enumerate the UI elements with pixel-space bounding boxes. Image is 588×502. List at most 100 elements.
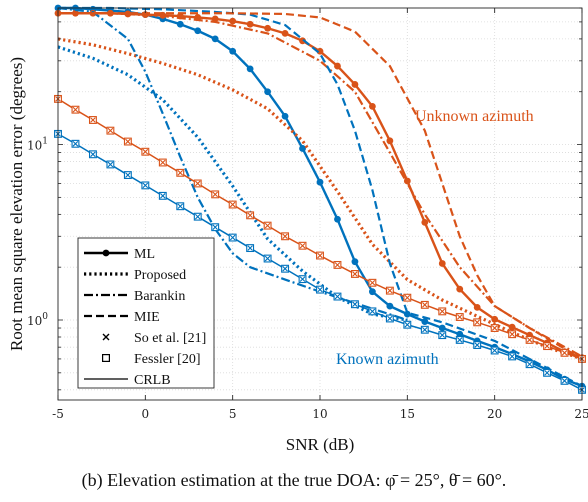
annotation-unknown-azimuth: Unknown azimuth (415, 108, 534, 125)
ml-point (351, 258, 359, 266)
ml-point (438, 324, 446, 332)
so-point (509, 353, 515, 360)
so-point (90, 117, 96, 123)
figure-caption: (b) Elevation estimation at the true DOA… (0, 470, 588, 491)
so-point (125, 172, 131, 178)
ml-point (316, 178, 324, 186)
ml-point (403, 177, 411, 185)
ml-point (403, 310, 411, 318)
series-unknown-mie (58, 12, 583, 360)
legend-marker-so (102, 333, 110, 341)
so-point (352, 301, 358, 308)
legend-label: Fessler [20] (134, 352, 201, 367)
series-known-proposed (57, 45, 408, 322)
ml-point (229, 47, 237, 55)
annotation-known-azimuth: Known azimuth (336, 351, 439, 368)
x-tick-label: -5 (52, 407, 64, 421)
so-point (561, 378, 568, 384)
so-point (107, 127, 114, 134)
y-axis-label: Root mean square elevation error (degree… (7, 57, 26, 351)
so-point (352, 271, 358, 277)
x-tick-label: 0 (142, 407, 150, 421)
so-point (264, 255, 271, 262)
so-point (474, 342, 480, 348)
series-known-barankin (57, 6, 408, 322)
so-point (282, 233, 288, 240)
so-point (491, 325, 498, 331)
so-point (439, 332, 446, 338)
so-point (160, 193, 166, 199)
so-point (72, 140, 79, 147)
ml-point (508, 323, 516, 331)
so-point (369, 308, 376, 315)
series-known-mie (58, 6, 583, 388)
y-tick-label: 101 (27, 137, 48, 153)
ml-point (351, 81, 359, 88)
so-point (317, 286, 323, 293)
ml-point (264, 88, 271, 96)
ml-point (334, 215, 341, 223)
ml-point (176, 20, 184, 28)
so-point (229, 201, 236, 208)
so-point (212, 224, 218, 230)
ml-point (421, 318, 429, 325)
series-unknown-barankin (58, 12, 583, 358)
so-point (422, 302, 428, 308)
x-tick-label: 15 (400, 407, 415, 421)
legend-label: Barankin (134, 289, 185, 304)
ml-point (369, 288, 376, 296)
legend-label: ML (134, 247, 155, 262)
so-point (194, 180, 201, 187)
legend-label: MIE (134, 310, 160, 325)
so-point (491, 347, 498, 354)
ml-point (194, 27, 202, 35)
x-tick-label: 20 (487, 407, 502, 421)
ml-point (334, 62, 341, 70)
so-point (299, 242, 306, 249)
y-tick-label: 100 (27, 312, 48, 328)
ml-point (246, 65, 254, 73)
so-point (177, 170, 184, 176)
series-layer (54, 4, 586, 394)
ml-point (299, 37, 306, 45)
x-tick-label: 10 (312, 407, 327, 421)
so-point (456, 314, 463, 320)
ml-point (316, 47, 324, 55)
so-point (404, 294, 411, 301)
ml-point (438, 260, 446, 267)
so-point (509, 331, 515, 337)
so-point (282, 265, 288, 272)
so-point (299, 276, 306, 282)
so-point (334, 293, 341, 300)
ml-point (229, 17, 237, 25)
legend-label: So et al. [21] (134, 331, 206, 346)
chart: -5 0 5 10 15 20 25 100 101 SNR (dB) Root mean sq… (7, 4, 588, 454)
so-point (194, 213, 201, 220)
so-point (439, 308, 446, 315)
ml-point (246, 20, 254, 28)
legend: ML Proposed Barankin MIE So et al. [21] Fessl… (77, 237, 215, 389)
ml-point (456, 330, 464, 338)
so-point (544, 343, 550, 349)
ml-point (386, 137, 394, 145)
ml-point (281, 29, 289, 37)
so-point (404, 321, 411, 328)
ml-point (491, 315, 499, 323)
legend-label: CRLB (134, 373, 171, 388)
ml-point (281, 112, 289, 120)
so-point (369, 279, 376, 286)
so-point (247, 212, 253, 219)
legend-label: Proposed (134, 268, 186, 283)
so-point (212, 191, 218, 198)
so-point (247, 245, 253, 251)
so-point (142, 148, 149, 155)
so-point (125, 138, 131, 145)
so-point (474, 319, 480, 326)
legend-marker-fessler (101, 354, 110, 363)
ml-point (299, 145, 306, 152)
so-point (561, 350, 568, 356)
so-point (526, 361, 533, 367)
ml-point (386, 302, 394, 310)
x-tick-label: 5 (229, 407, 237, 421)
so-point (72, 106, 79, 113)
